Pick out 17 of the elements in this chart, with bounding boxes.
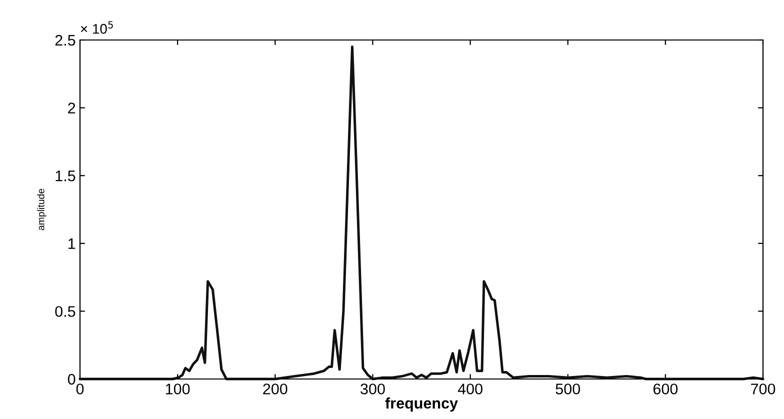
y-tick-label: 0.5: [55, 306, 76, 317]
x-tick-label: 500: [556, 384, 580, 394]
y-tick-label: 2.5: [55, 34, 76, 46]
x-tick-label: 100: [166, 384, 190, 394]
x-tick-label: 700: [751, 384, 776, 394]
x-axis-title: frequency: [385, 397, 458, 412]
x-tick-label: 400: [458, 384, 482, 394]
y-tick-label: 1: [68, 238, 76, 249]
y-axis-title: amplitude: [37, 188, 46, 230]
text: × 10$^{5}$: [80, 21, 113, 34]
y-tick-label: 0: [68, 374, 76, 385]
x-tick-label: 300: [360, 384, 385, 394]
x-tick-label: 0: [76, 384, 84, 394]
y-tick-label: 2: [68, 102, 76, 114]
x-tick-label: 200: [263, 384, 288, 394]
y-tick-label: 1.5: [56, 170, 76, 182]
x-tick-label: 600: [653, 384, 678, 394]
